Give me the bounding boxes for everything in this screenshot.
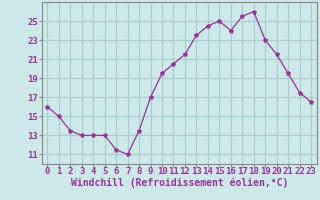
X-axis label: Windchill (Refroidissement éolien,°C): Windchill (Refroidissement éolien,°C): [70, 178, 288, 188]
